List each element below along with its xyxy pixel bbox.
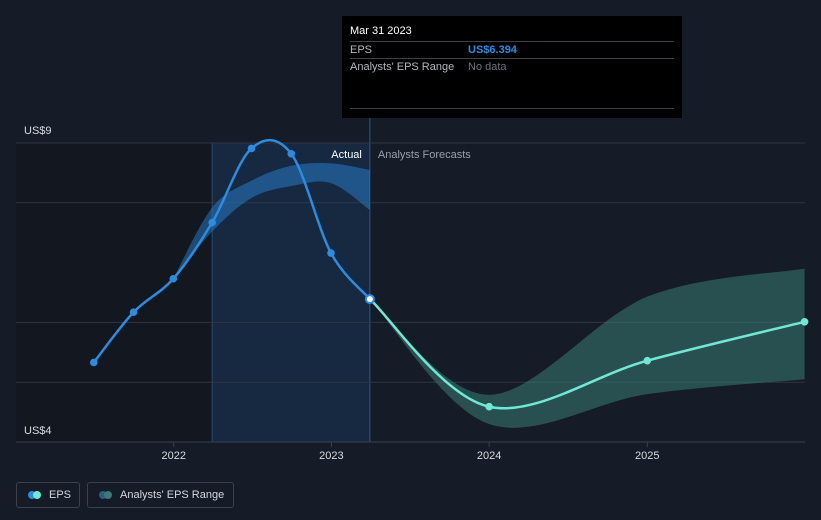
x-tick-label: 2025	[635, 450, 659, 462]
legend-range-label: Analysts' EPS Range	[120, 489, 225, 501]
x-tick-label: 2024	[477, 450, 501, 462]
y-label-bottom: US$4	[24, 425, 52, 437]
tooltip-row-range: Analysts' EPS Range No data	[350, 58, 674, 76]
eps-actual-point	[89, 358, 98, 367]
eps-forecast-point	[643, 356, 652, 365]
legend-range-swatch-forecast	[104, 491, 112, 499]
eps-forecast-point	[485, 402, 493, 411]
tooltip-row-eps: EPS US$6.394	[350, 41, 674, 59]
eps-actual-point	[327, 249, 335, 257]
tooltip-range-value: No data	[468, 61, 507, 73]
legend-eps-swatch-actual	[28, 491, 36, 499]
actual-highlight-region	[212, 143, 370, 442]
tooltip: Mar 31 2023 EPS US$6.394 Analysts' EPS R…	[342, 16, 682, 118]
eps-actual-point	[247, 144, 256, 153]
tooltip-divider	[350, 108, 674, 109]
legend-eps-swatch-forecast	[33, 491, 41, 499]
eps-actual-point	[208, 218, 216, 227]
legend-eps-range[interactable]: Analysts' EPS Range	[87, 482, 234, 508]
eps-current-point	[364, 294, 375, 305]
tooltip-eps-value: US$6.394	[468, 44, 517, 56]
y-label-top: US$9	[24, 125, 52, 137]
tooltip-date: Mar 31 2023	[350, 25, 412, 37]
tooltip-eps-label: EPS	[350, 44, 373, 56]
legend-eps-label: EPS	[49, 489, 72, 501]
eps-forecast-line	[369, 298, 805, 410]
x-tick-label: 2022	[161, 450, 185, 462]
tooltip-range-label: Analysts' EPS Range	[350, 61, 455, 73]
eps-actual-point	[287, 149, 296, 158]
actual-region-label: Actual	[331, 149, 362, 161]
eps-actual-point	[129, 308, 138, 317]
eps-forecast-point	[800, 318, 809, 326]
legend-eps[interactable]: EPS	[16, 482, 80, 508]
eps-actual-point	[169, 274, 178, 283]
x-tick-label: 2023	[319, 450, 343, 462]
legend-range-swatch-actual	[99, 491, 107, 499]
forecast-region-label: Analysts Forecasts	[378, 149, 471, 161]
eps-actual-line	[92, 138, 371, 364]
forecast-eps-range-band	[369, 268, 805, 428]
